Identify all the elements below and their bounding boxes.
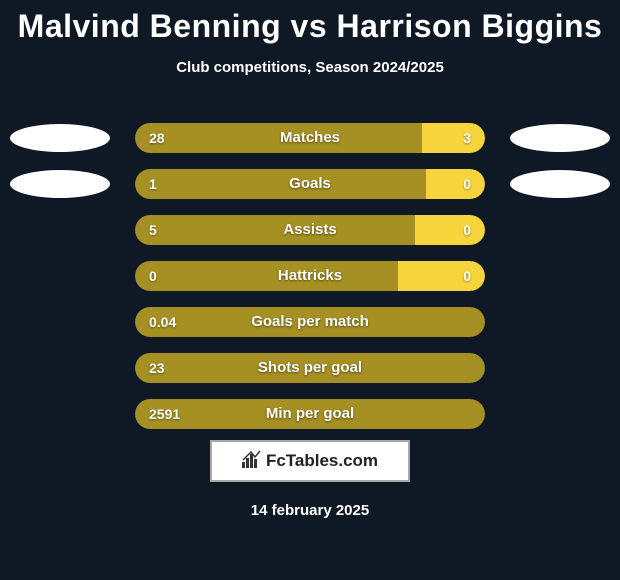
chart-icon	[242, 450, 262, 473]
comparison-chart: 283Matches10Goals50Assists00Hattricks0.0…	[0, 110, 620, 432]
stat-row: 23Shots per goal	[0, 340, 620, 386]
stat-value-left: 1	[149, 169, 157, 199]
player-oval-left	[10, 170, 110, 198]
stat-bar-track: 5 0Assists	[135, 215, 485, 245]
stat-value-left: 28	[149, 123, 165, 153]
stat-label: Goals	[135, 169, 485, 199]
stat-value-right: 3	[463, 123, 471, 153]
stat-row: 1 0Goals	[0, 156, 620, 202]
stat-row: 5 0Assists	[0, 202, 620, 248]
stat-bar-track: 0 0Hattricks	[135, 261, 485, 291]
stat-bar-track: 1 0Goals	[135, 169, 485, 199]
brand-text: FcTables.com	[266, 451, 378, 471]
stat-label: Goals per match	[135, 307, 485, 337]
stat-value-left: 0.04	[149, 307, 176, 337]
stat-label: Matches	[135, 123, 485, 153]
player-oval-right	[510, 124, 610, 152]
stat-value-right: 0	[463, 169, 471, 199]
stat-value-left: 0	[149, 261, 157, 291]
stat-bar-track: 2591Min per goal	[135, 399, 485, 429]
stat-row: 2591Min per goal	[0, 386, 620, 432]
stat-label: Min per goal	[135, 399, 485, 429]
stat-row: 0.04Goals per match	[0, 294, 620, 340]
stat-label: Assists	[135, 215, 485, 245]
stat-row: 28 3Matches	[0, 110, 620, 156]
page-title: Malvind Benning vs Harrison Biggins	[0, 0, 620, 45]
stat-label: Shots per goal	[135, 353, 485, 383]
stat-value-left: 2591	[149, 399, 180, 429]
stat-row: 0 0Hattricks	[0, 248, 620, 294]
stat-label: Hattricks	[135, 261, 485, 291]
date-label: 14 february 2025	[0, 502, 620, 519]
player-oval-left	[10, 124, 110, 152]
stat-value-right: 0	[463, 261, 471, 291]
stat-bar-track: 23Shots per goal	[135, 353, 485, 383]
player-oval-right	[510, 170, 610, 198]
stat-value-left: 5	[149, 215, 157, 245]
subtitle: Club competitions, Season 2024/2025	[0, 59, 620, 76]
stat-bar-track: 0.04Goals per match	[135, 307, 485, 337]
stat-bar-track: 28 3Matches	[135, 123, 485, 153]
brand-badge: FcTables.com	[210, 440, 410, 482]
stat-value-right: 0	[463, 215, 471, 245]
stat-value-left: 23	[149, 353, 165, 383]
